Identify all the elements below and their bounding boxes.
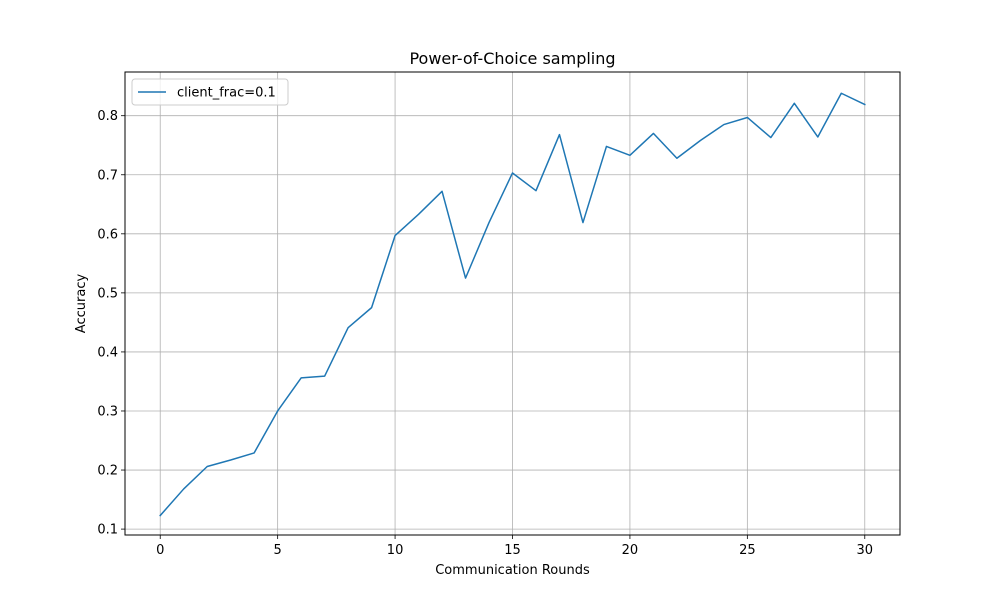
axis-ticks: 0 5 10 15 20 25 30 0.1 0.2 0.3 0.4 0.5 0.6 0.7 0.8 <box>97 109 873 558</box>
series-layer <box>159 92 866 517</box>
x-tick-label: 0 <box>156 543 164 558</box>
y-tick-label: 0.8 <box>97 109 118 124</box>
series-line-0 <box>159 92 866 517</box>
x-tick-label: 10 <box>387 543 404 558</box>
legend: client_frac=0.1 <box>131 78 289 106</box>
legend-label-client-frac-0-1: client_frac=0.1 <box>177 86 276 101</box>
chart-title: Power-of-Choice sampling <box>409 49 615 68</box>
y-tick-label: 0.7 <box>97 168 118 183</box>
y-axis-label: Accuracy <box>74 274 89 334</box>
y-tick-label: 0.3 <box>97 404 118 419</box>
y-tick-label: 0.6 <box>97 227 118 242</box>
legend-box <box>131 78 289 106</box>
x-tick-label: 20 <box>622 543 639 558</box>
grid-lines <box>125 72 900 535</box>
x-tick-label: 15 <box>504 543 521 558</box>
y-tick-label: 0.5 <box>97 286 118 301</box>
x-tick-label: 5 <box>274 543 282 558</box>
y-tick-label: 0.2 <box>97 464 118 479</box>
x-tick-label: 30 <box>856 543 873 558</box>
x-axis-label: Communication Rounds <box>435 563 590 578</box>
x-tick-label: 25 <box>739 543 756 558</box>
y-tick-label: 0.4 <box>97 345 118 360</box>
y-tick-label: 0.1 <box>97 523 118 538</box>
